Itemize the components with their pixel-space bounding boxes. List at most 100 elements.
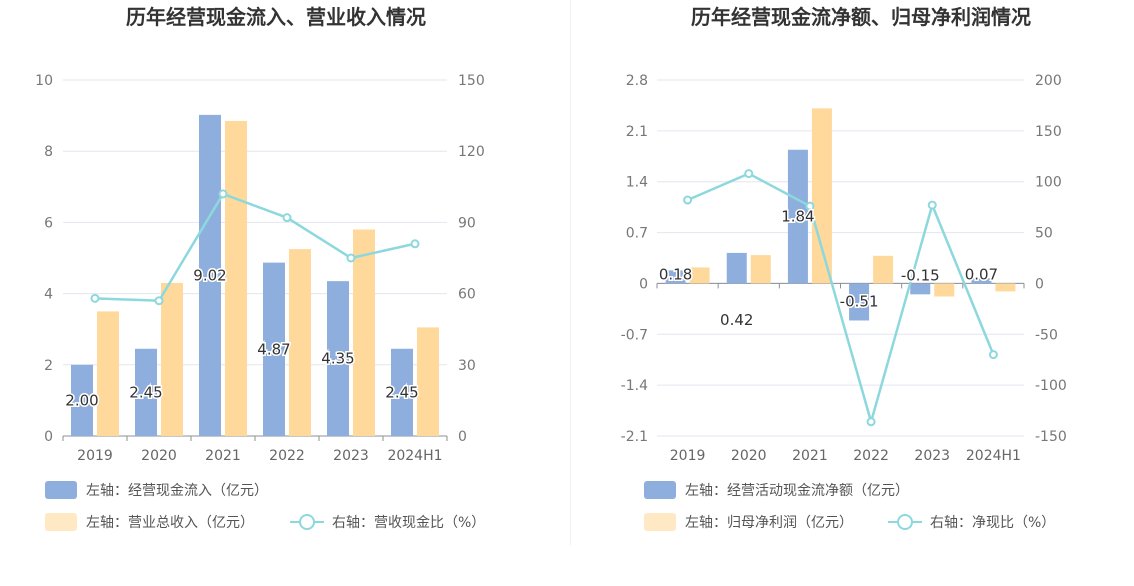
bar-value-label: 0.07: [965, 265, 998, 283]
x-tick-label: 2022: [269, 448, 305, 464]
y-right-tick-label: 60: [458, 287, 476, 303]
bar-value-label: 2.45: [385, 383, 418, 401]
bar-primary: [665, 270, 686, 284]
line-point: [988, 350, 998, 360]
legend-swatch: [644, 513, 676, 531]
y-right-tick-label: 90: [458, 215, 476, 231]
line-point: [683, 195, 693, 205]
bar-primary: [391, 348, 413, 436]
panel-divider: [570, 0, 571, 545]
y-right-tick-label: 200: [1035, 73, 1062, 89]
legend-label: 右轴：净现比（%）: [930, 515, 1055, 531]
y-left-tick-label: 2.1: [626, 124, 648, 140]
bar-primary: [327, 281, 349, 436]
bar-primary: [849, 283, 870, 321]
bar-secondary: [811, 108, 832, 284]
cash-inflow-revenue-chart: 历年经营现金流入、营业收入情况 0 2 4 6 8 10 0 30 60 90 120 150 2019 2…: [35, 5, 485, 531]
x-tick-label: 2021: [792, 448, 828, 464]
line-point: [744, 169, 754, 179]
x-tick-label: 2021: [205, 448, 241, 464]
y-left-tick-label: 0: [44, 429, 53, 445]
bar-primary: [135, 348, 157, 436]
y-right-tick-label: 150: [1035, 124, 1062, 140]
y-right-tick-label: 30: [458, 358, 476, 374]
bar-primary: [971, 278, 992, 284]
right-chart-panel: 历年经营现金流净额、归母净利润情况 -2.1 -1.4 -0.7 0 0.7 1.4 2.1 2…: [567, 0, 1134, 582]
y-left-tick-label: -2.1: [621, 429, 648, 445]
line-point: [410, 239, 420, 249]
legend-label: 左轴：经营活动现金流净额（亿元）: [685, 483, 909, 499]
x-tick-label: 2020: [731, 448, 767, 464]
x-tick-label: 2020: [141, 448, 177, 464]
bar-value-label: 9.02: [193, 266, 226, 284]
bar-value-label: 4.35: [321, 350, 354, 368]
y-left-tick-label: 2: [44, 358, 53, 374]
y-right-tick-label: 120: [458, 144, 485, 160]
bar-value-label: 0.18: [659, 265, 692, 283]
y-left-tick-label: 10: [35, 73, 53, 89]
y-left-tick-label: -1.4: [621, 378, 648, 394]
bar-value-label: 2.00: [65, 391, 98, 409]
bar-secondary: [97, 311, 119, 436]
y-left-tick-label: 6: [44, 215, 53, 231]
net-cashflow-profit-chart: 历年经营现金流净额、归母净利润情况 -2.1 -1.4 -0.7 0 0.7 1.4 2.1 2…: [621, 5, 1067, 531]
y-right-tick-label: -150: [1035, 429, 1067, 445]
chart-title: 历年经营现金流入、营业收入情况: [126, 5, 426, 29]
x-tick-label: 2024H1: [387, 448, 442, 464]
legend-line-marker: [299, 514, 315, 530]
ratio-line: [94, 192, 416, 302]
bar-secondary: [995, 283, 1016, 292]
bar-secondary: [353, 229, 375, 436]
y-left-tick-label: 4: [44, 287, 53, 303]
bar-secondary: [750, 255, 771, 284]
bar-secondary: [934, 283, 955, 297]
x-tick-label: 2024H1: [966, 448, 1021, 464]
bar-primary: [726, 252, 747, 284]
bar-secondary: [161, 282, 183, 436]
bar-primary: [199, 114, 221, 436]
bar-value-label: 2.45: [129, 383, 162, 401]
left-chart-panel: 历年经营现金流入、营业收入情况 0 2 4 6 8 10 0 30 60 90 120 150 2019 2…: [0, 0, 567, 582]
y-left-tick-label: 0.7: [626, 226, 648, 242]
line-point: [90, 293, 100, 303]
y-left-tick-label: 1.4: [626, 175, 648, 191]
bar-secondary: [873, 255, 894, 284]
y-left-tick-label: -0.7: [621, 327, 648, 343]
bar-primary: [910, 283, 931, 295]
bar-secondary: [289, 249, 311, 436]
bar-value-label: 1.84: [781, 208, 814, 226]
x-tick-label: 2022: [853, 448, 889, 464]
x-tick-label: 2019: [670, 448, 706, 464]
y-right-tick-label: 0: [1035, 276, 1044, 292]
line-point: [282, 213, 292, 223]
y-right-tick-label: -50: [1035, 327, 1058, 343]
line-point: [927, 200, 937, 210]
legend-label: 右轴：营收现金比（%）: [332, 515, 485, 531]
x-tick-label: 2023: [333, 448, 369, 464]
y-left-tick-label: 8: [44, 144, 53, 160]
bar-primary: [263, 262, 285, 436]
bar-primary: [787, 149, 808, 284]
y-left-tick-label: 0: [639, 276, 648, 292]
chart-title: 历年经营现金流净额、归母净利润情况: [691, 5, 1031, 29]
legend-swatch: [45, 481, 77, 499]
y-right-tick-label: 150: [458, 73, 485, 89]
legend-swatch: [644, 481, 676, 499]
line-point: [346, 253, 356, 263]
bar-secondary: [225, 120, 247, 436]
bar-value-label: -0.15: [901, 266, 940, 284]
line-point: [805, 201, 815, 211]
y-right-tick-label: 50: [1035, 226, 1053, 242]
y-left-tick-label: 2.8: [626, 73, 648, 89]
y-right-tick-label: -100: [1035, 378, 1067, 394]
bar-value-label: 0.42: [720, 311, 753, 329]
y-right-tick-label: 100: [1035, 175, 1062, 191]
legend-label: 左轴：归母净利润（亿元）: [685, 514, 853, 531]
x-tick-label: 2023: [914, 448, 950, 464]
y-right-tick-label: 0: [458, 429, 467, 445]
legend-line-marker: [897, 514, 913, 530]
legend-label: 左轴：经营现金流入（亿元）: [86, 483, 268, 499]
legend-swatch: [45, 513, 77, 531]
bar-secondary: [689, 267, 710, 284]
bar-secondary: [417, 327, 439, 436]
